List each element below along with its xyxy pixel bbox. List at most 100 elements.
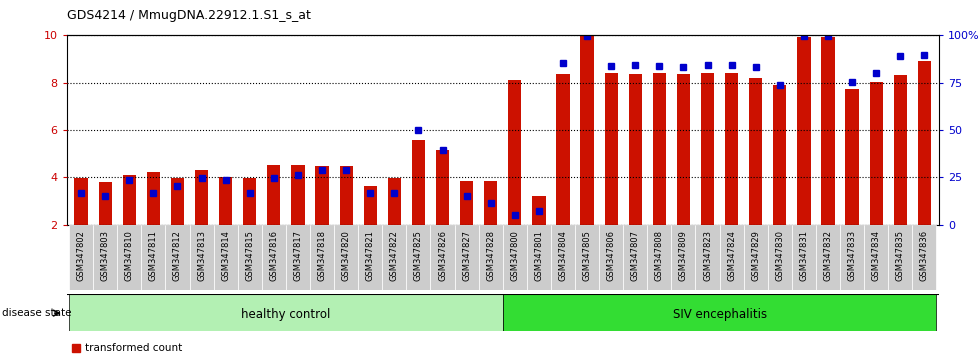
Bar xyxy=(69,294,503,331)
Bar xyxy=(605,73,617,225)
Bar xyxy=(141,225,166,290)
Text: GSM347803: GSM347803 xyxy=(101,230,110,281)
Bar xyxy=(364,187,377,225)
Text: GSM347808: GSM347808 xyxy=(655,230,663,281)
Text: GSM347820: GSM347820 xyxy=(342,230,351,281)
Text: GSM347833: GSM347833 xyxy=(848,230,857,281)
Bar xyxy=(243,178,257,225)
Bar xyxy=(412,140,425,225)
Bar xyxy=(767,225,792,290)
Bar xyxy=(147,172,160,225)
Text: GSM347831: GSM347831 xyxy=(800,230,808,281)
Bar xyxy=(821,36,835,225)
Legend: transformed count, percentile rank within the sample: transformed count, percentile rank withi… xyxy=(72,343,262,354)
Bar xyxy=(912,225,937,290)
Bar xyxy=(74,178,88,225)
Bar xyxy=(846,89,858,225)
Bar xyxy=(268,165,280,225)
Bar xyxy=(484,182,497,225)
Text: GSM347805: GSM347805 xyxy=(582,230,592,281)
Text: GSM347825: GSM347825 xyxy=(414,230,423,281)
Bar xyxy=(917,61,931,225)
Text: GSM347809: GSM347809 xyxy=(679,230,688,281)
Text: GSM347823: GSM347823 xyxy=(703,230,712,281)
Text: GSM347817: GSM347817 xyxy=(293,230,303,281)
Text: GSM347810: GSM347810 xyxy=(124,230,134,281)
Text: GSM347816: GSM347816 xyxy=(270,230,278,281)
Bar xyxy=(171,178,184,225)
Text: GSM347813: GSM347813 xyxy=(197,230,206,281)
Text: GSM347836: GSM347836 xyxy=(920,230,929,281)
Text: GSM347830: GSM347830 xyxy=(775,230,784,281)
Bar xyxy=(99,182,112,225)
Text: GSM347800: GSM347800 xyxy=(511,230,519,281)
Text: GSM347828: GSM347828 xyxy=(486,230,495,281)
Bar xyxy=(864,225,888,290)
Bar xyxy=(648,225,671,290)
Bar xyxy=(118,225,141,290)
Text: GSM347811: GSM347811 xyxy=(149,230,158,281)
Text: GSM347832: GSM347832 xyxy=(823,230,832,281)
Bar xyxy=(69,225,93,290)
Bar xyxy=(503,294,937,331)
Text: GSM347822: GSM347822 xyxy=(390,230,399,281)
Bar xyxy=(238,225,262,290)
Text: healthy control: healthy control xyxy=(241,308,330,321)
Bar xyxy=(840,225,864,290)
Bar xyxy=(189,225,214,290)
Text: GSM347801: GSM347801 xyxy=(534,230,543,281)
Text: GSM347818: GSM347818 xyxy=(318,230,326,281)
Bar xyxy=(407,225,430,290)
Text: GSM347802: GSM347802 xyxy=(76,230,85,281)
Text: GSM347815: GSM347815 xyxy=(245,230,254,281)
Bar xyxy=(316,166,328,225)
Text: GSM347806: GSM347806 xyxy=(607,230,615,281)
Bar xyxy=(122,175,136,225)
Text: GSM347834: GSM347834 xyxy=(871,230,881,281)
Bar xyxy=(93,225,118,290)
Bar xyxy=(166,225,189,290)
Bar xyxy=(798,36,810,225)
Bar xyxy=(503,225,527,290)
Bar xyxy=(509,80,521,225)
Bar xyxy=(334,225,358,290)
Text: GDS4214 / MmugDNA.22912.1.S1_s_at: GDS4214 / MmugDNA.22912.1.S1_s_at xyxy=(67,9,311,22)
Text: GSM347835: GSM347835 xyxy=(896,230,905,281)
Bar xyxy=(894,75,906,225)
Bar xyxy=(262,225,286,290)
Bar xyxy=(773,85,786,225)
Bar xyxy=(749,78,762,225)
Text: GSM347804: GSM347804 xyxy=(559,230,567,281)
Text: GSM347826: GSM347826 xyxy=(438,230,447,281)
Text: disease state: disease state xyxy=(2,308,72,318)
Bar xyxy=(436,149,449,225)
Text: GSM347827: GSM347827 xyxy=(463,230,471,281)
Bar xyxy=(653,73,666,225)
Bar xyxy=(195,170,208,225)
Text: GSM347812: GSM347812 xyxy=(173,230,182,281)
Bar xyxy=(430,225,455,290)
Text: GSM347824: GSM347824 xyxy=(727,230,736,281)
Bar xyxy=(888,225,912,290)
Bar xyxy=(725,73,738,225)
Bar xyxy=(599,225,623,290)
Bar xyxy=(744,225,767,290)
Bar xyxy=(719,225,744,290)
Bar xyxy=(310,225,334,290)
Bar xyxy=(557,74,569,225)
Bar xyxy=(696,225,719,290)
Bar xyxy=(580,36,594,225)
Text: GSM347821: GSM347821 xyxy=(366,230,374,281)
Bar xyxy=(291,165,305,225)
Bar xyxy=(339,166,353,225)
Bar xyxy=(677,74,690,225)
Bar xyxy=(701,73,714,225)
Bar xyxy=(816,225,840,290)
Bar xyxy=(214,225,238,290)
Bar xyxy=(671,225,696,290)
Bar xyxy=(382,225,407,290)
Text: GSM347814: GSM347814 xyxy=(221,230,230,281)
Text: GSM347829: GSM347829 xyxy=(752,230,760,281)
Bar xyxy=(869,81,883,225)
Bar xyxy=(455,225,478,290)
